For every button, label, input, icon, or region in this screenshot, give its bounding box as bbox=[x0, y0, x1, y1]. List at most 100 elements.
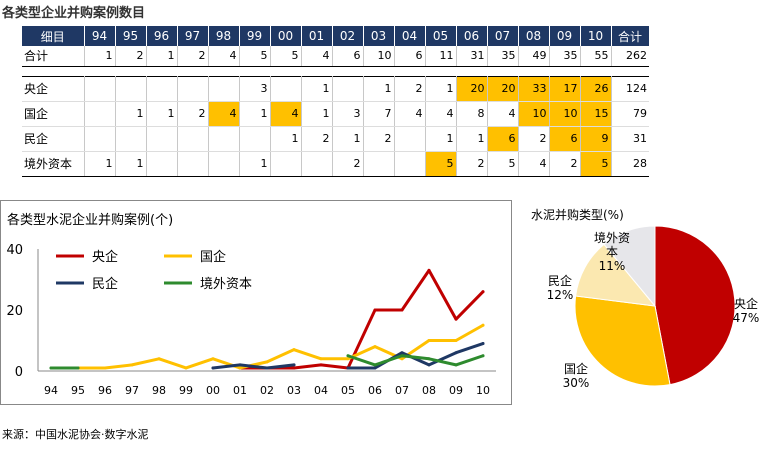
table-cell: 11 bbox=[425, 46, 457, 67]
pie-label: 国企 bbox=[564, 361, 588, 376]
row-label: 民企 bbox=[22, 126, 85, 152]
spacer-cell bbox=[518, 66, 549, 76]
row-label: 合计 bbox=[22, 46, 85, 67]
data-point bbox=[292, 366, 296, 370]
data-point bbox=[184, 366, 188, 370]
table-cell: 10 bbox=[363, 46, 395, 67]
x-tick-label: 01 bbox=[233, 384, 247, 397]
x-tick-label: 99 bbox=[179, 384, 193, 397]
row-label: 央企 bbox=[22, 75, 85, 102]
data-point bbox=[211, 366, 215, 370]
table-cell: 7 bbox=[363, 101, 395, 127]
legend-label: 境外资本 bbox=[200, 277, 252, 292]
header-year-cell: 94 bbox=[84, 26, 116, 46]
table-cell: 28 bbox=[611, 151, 649, 177]
table-cell: 20 bbox=[456, 75, 488, 102]
spacer-cell bbox=[22, 66, 84, 76]
pie-label: 12% bbox=[547, 288, 574, 302]
table-cell bbox=[115, 75, 147, 102]
header-year-cell: 01 bbox=[301, 26, 333, 46]
table-cell: 10 bbox=[549, 101, 581, 127]
header-year-cell: 96 bbox=[146, 26, 178, 46]
table-cell: 4 bbox=[270, 101, 302, 127]
header-year-cell: 05 bbox=[425, 26, 457, 46]
header-year-cell: 00 bbox=[270, 26, 302, 46]
table-cell bbox=[146, 126, 178, 152]
data-point bbox=[319, 363, 323, 367]
table-cell: 5 bbox=[487, 151, 519, 177]
table-cell bbox=[208, 75, 240, 102]
spacer-cell bbox=[580, 66, 611, 76]
table-row: 民企 1 2 1 2 1 1 6 2 6 9 31 bbox=[22, 126, 649, 152]
x-tick-label: 03 bbox=[287, 384, 301, 397]
x-tick-label: 09 bbox=[449, 384, 463, 397]
table-cell: 2 bbox=[518, 126, 550, 152]
x-tick-label: 00 bbox=[206, 384, 220, 397]
x-tick-label: 06 bbox=[368, 384, 382, 397]
header-year-cell: 03 bbox=[363, 26, 395, 46]
series-line-境外资本 bbox=[49, 354, 485, 370]
table-cell bbox=[115, 126, 147, 152]
data-point bbox=[454, 351, 458, 355]
spacer-cell bbox=[549, 66, 580, 76]
x-tick-label: 10 bbox=[476, 384, 490, 397]
data-point bbox=[49, 366, 53, 370]
table-cell: 31 bbox=[456, 46, 488, 67]
line-chart: 各类型水泥企业并购案例(个) 0 20 40 94 95 96 97 98 99 00 01 02 03 0… bbox=[6, 212, 496, 397]
table-spacer bbox=[22, 66, 649, 76]
series-line-央企 bbox=[238, 268, 485, 370]
x-tick-label: 95 bbox=[71, 384, 85, 397]
data-point bbox=[454, 339, 458, 342]
row-label: 境外资本 bbox=[22, 151, 85, 177]
header-year-cell: 98 bbox=[208, 26, 240, 46]
data-point bbox=[346, 366, 350, 370]
data-point bbox=[427, 357, 431, 361]
spacer-cell bbox=[208, 66, 239, 76]
table-cell: 1 bbox=[425, 126, 457, 152]
table-cell bbox=[177, 126, 209, 152]
legend-label: 央企 bbox=[92, 249, 118, 265]
table-cell: 79 bbox=[611, 101, 649, 127]
spacer-cell bbox=[487, 66, 518, 76]
data-point bbox=[265, 366, 269, 370]
table-cell: 4 bbox=[301, 46, 333, 67]
x-tick-label: 07 bbox=[395, 384, 409, 397]
data-point bbox=[130, 363, 134, 367]
pie-slice-民企 bbox=[575, 243, 657, 307]
table-cell: 1 bbox=[84, 151, 116, 177]
y-tick-label: 40 bbox=[6, 243, 23, 258]
x-tick-label: 02 bbox=[260, 384, 274, 397]
table-cell bbox=[146, 151, 178, 177]
header-year-cell: 04 bbox=[394, 26, 426, 46]
pie-slice-境外资本 bbox=[603, 225, 656, 308]
spacer-cell bbox=[332, 66, 363, 76]
table-cell bbox=[394, 126, 426, 152]
table-cell: 35 bbox=[549, 46, 581, 67]
data-point bbox=[454, 363, 458, 367]
table-cell: 124 bbox=[611, 75, 649, 102]
table-cell: 1 bbox=[270, 126, 302, 152]
data-point bbox=[481, 323, 485, 327]
header-year-cell: 08 bbox=[518, 26, 550, 46]
header-year-cell: 97 bbox=[177, 26, 209, 46]
table-cell: 1 bbox=[425, 75, 457, 102]
data-point bbox=[427, 268, 431, 272]
row-label: 国企 bbox=[22, 101, 85, 127]
table-cell: 1 bbox=[239, 101, 271, 127]
table-cell bbox=[84, 75, 116, 102]
data-point bbox=[265, 360, 269, 364]
legend-label: 民企 bbox=[92, 276, 118, 292]
header-label-cell: 细目 bbox=[22, 26, 85, 46]
table-cell: 3 bbox=[239, 75, 271, 102]
table-cell: 2 bbox=[177, 101, 209, 127]
header-year-cell: 95 bbox=[115, 26, 147, 46]
table-cell: 2 bbox=[363, 126, 395, 152]
data-point bbox=[238, 363, 242, 367]
data-point bbox=[373, 366, 377, 370]
table-cell: 55 bbox=[580, 46, 612, 67]
data-point bbox=[319, 357, 323, 361]
x-tick-label: 96 bbox=[98, 384, 112, 397]
table-cell bbox=[146, 75, 178, 102]
table-cell: 1 bbox=[239, 151, 271, 177]
table-cell: 4 bbox=[208, 46, 240, 67]
